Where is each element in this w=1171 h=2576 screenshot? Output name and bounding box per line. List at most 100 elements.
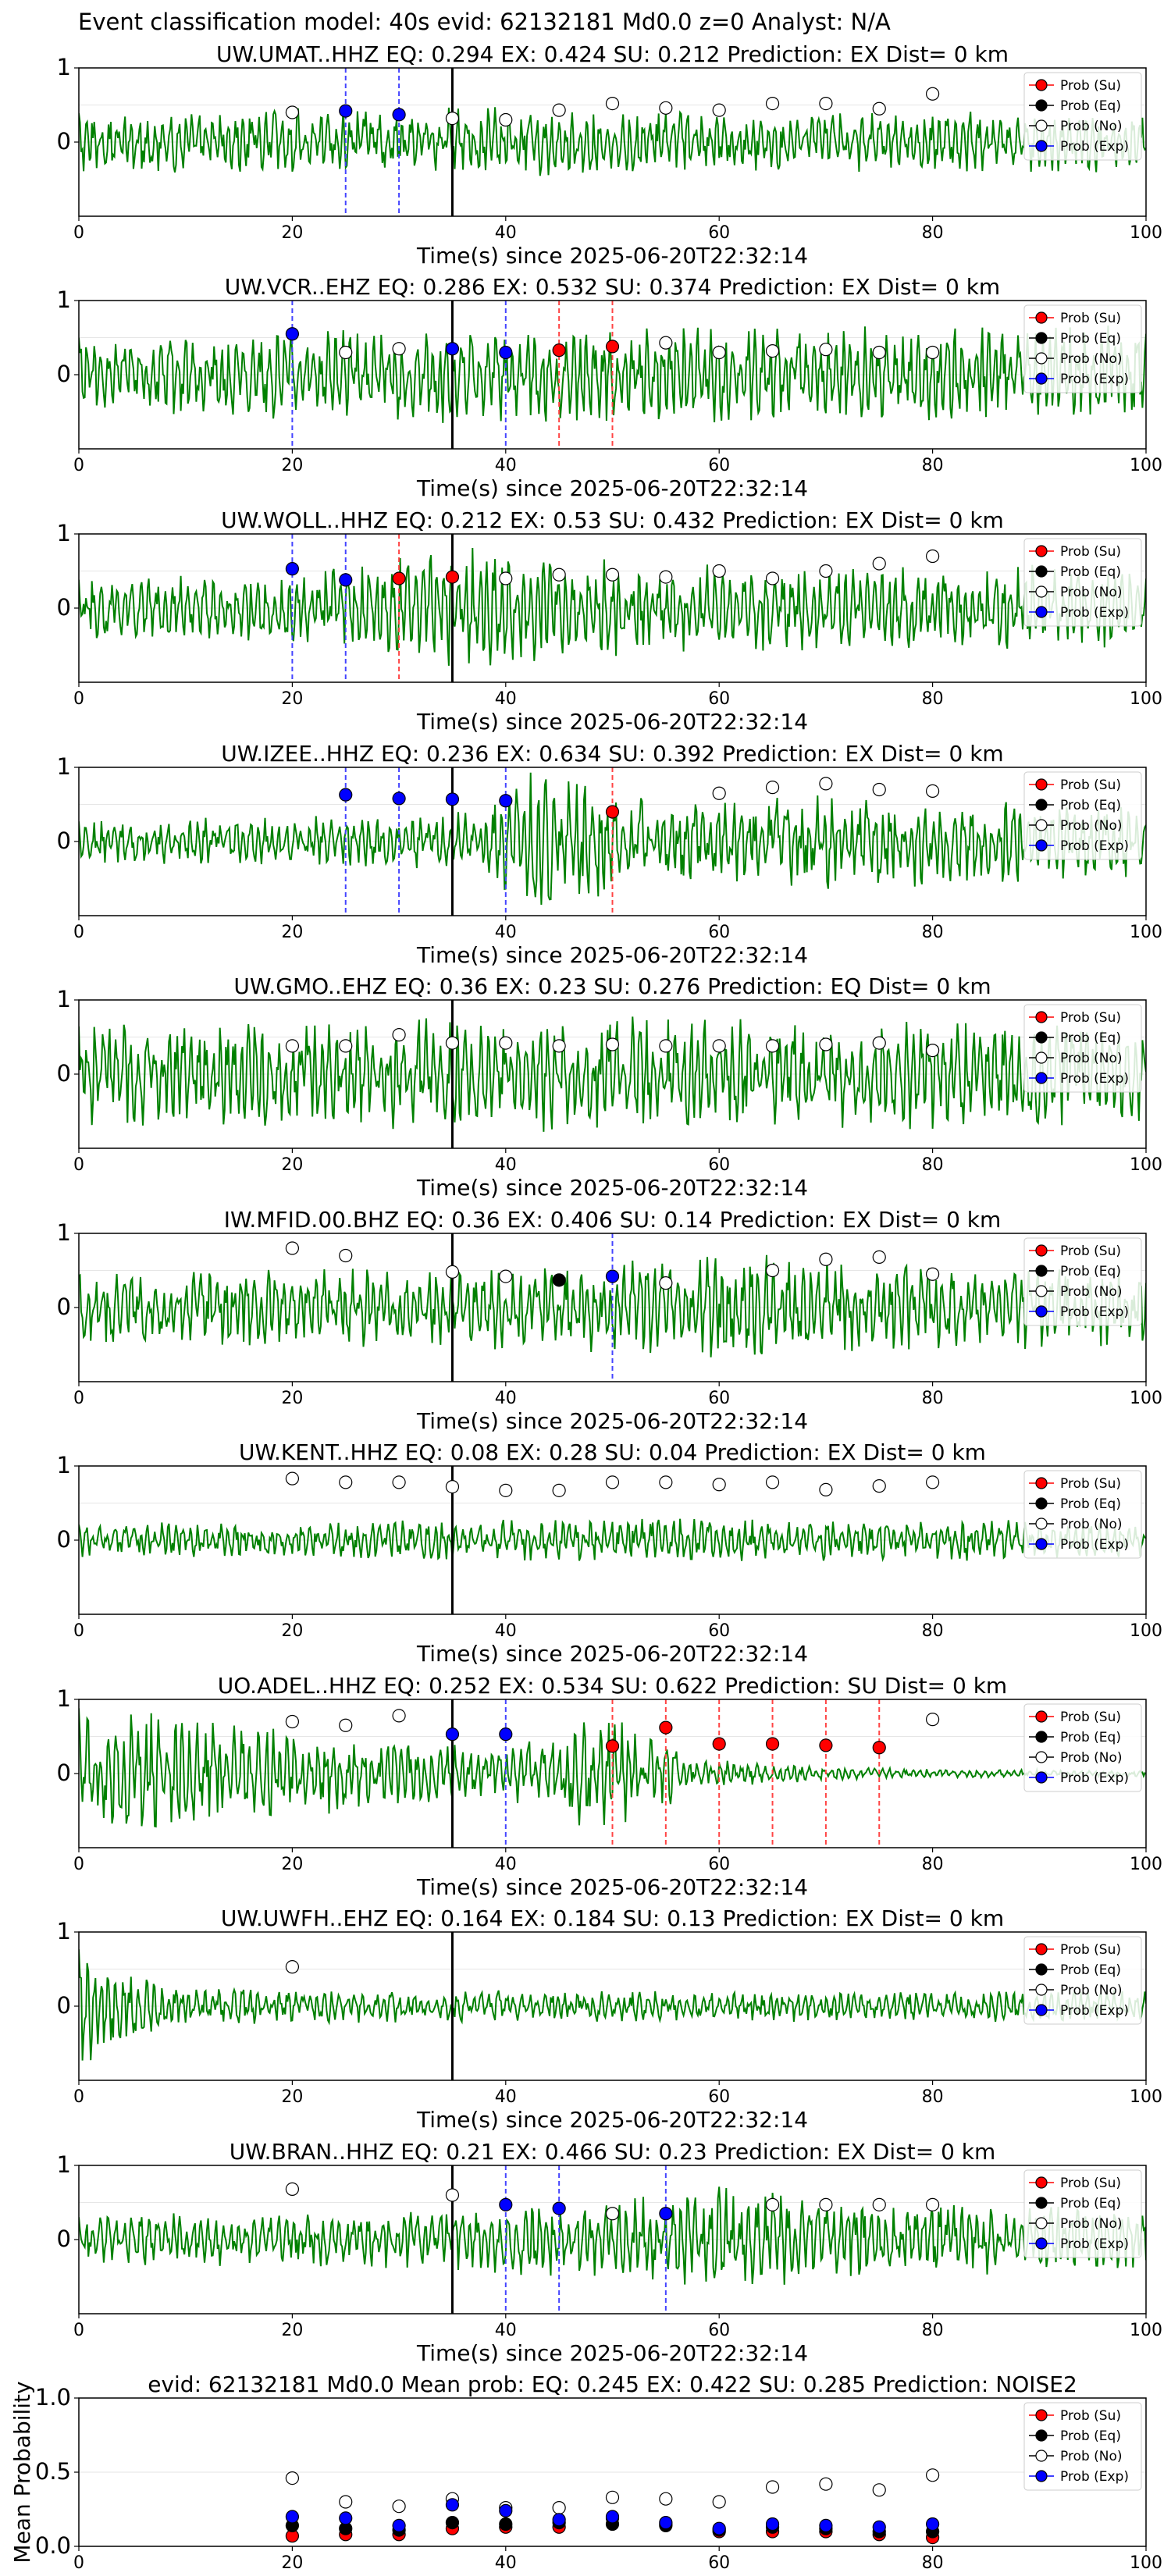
x-tick-label: 80 [922,2321,944,2340]
x-tick-label: 80 [922,923,944,942]
waveform-trace [79,1254,1146,1357]
legend-label: Prob (Su) [1060,1244,1121,1259]
prob-marker-exp [605,1269,620,1283]
legend-marker [1035,140,1048,152]
legend-box [1023,2402,1142,2491]
legend-label: Prob (No) [1060,1983,1123,1998]
legend-label: Prob (No) [1060,1750,1123,1766]
legend-marker [1035,2409,1048,2421]
legend-label: Prob (No) [1060,2216,1123,2232]
prob-marker-exp [552,2201,566,2215]
legend-label: Prob (Su) [1060,544,1121,560]
x-tick-label: 20 [281,223,303,243]
prob-marker-no [499,1036,513,1050]
y-tick-label: 1 [57,520,71,546]
legend-marker [1035,606,1048,618]
legend-marker [1035,799,1048,811]
legend-marker [1035,2450,1048,2462]
prob-marker-no [285,105,299,119]
legend-marker [1035,1477,1048,1489]
legend-marker [1035,819,1048,831]
prob-marker-no [925,1475,940,1489]
x-tick-label: 0 [73,689,84,709]
prob-marker-no [872,782,886,797]
prob-marker-no [499,1483,513,1497]
prob-marker-exp [445,792,460,806]
x-tick-label: 20 [281,2087,303,2107]
legend-label: Prob (No) [1060,818,1123,834]
y-tick-label: 0.0 [35,2532,71,2559]
prob-marker-no [712,1039,726,1053]
mean-prob-marker [712,2495,726,2509]
prob-marker-no [499,1269,513,1283]
x-tick-label: 40 [495,1155,517,1175]
legend-marker [1035,1031,1048,1044]
prob-marker-su [552,343,566,358]
x-tick-label: 0 [73,923,84,942]
legend-marker [1035,1710,1048,1723]
x-axis-label: Time(s) since 2025-06-20T22:32:14 [416,2107,808,2133]
y-tick-label: 1 [57,1918,71,1944]
prob-marker-no [872,345,886,360]
x-tick-label: 80 [922,1155,944,1175]
prob-marker-no [392,342,406,356]
prob-marker-exp [339,104,353,118]
prob-marker-su [445,570,460,584]
x-tick-label: 60 [708,2553,730,2573]
plot-area [79,767,1146,916]
x-tick-label: 60 [708,1389,730,1408]
x-axis-label: Time(s) since 2025-06-20T22:32:14 [416,1408,808,1434]
y-tick-label: 1 [57,1452,71,1478]
legend-label: Prob (No) [1060,1051,1123,1066]
prob-marker-no [765,97,780,111]
legend-marker [1035,1305,1048,1318]
prob-marker-no [925,345,940,360]
x-tick-label: 100 [1130,923,1162,942]
prob-marker-no [392,1709,406,1723]
prob-marker-no [499,571,513,585]
prob-marker-no [499,112,513,127]
legend-label: Prob (Eq) [1060,1264,1121,1279]
plot-area [79,301,1146,449]
prob-marker-no [285,1471,299,1485]
x-tick-label: 20 [281,2553,303,2573]
prob-marker-su [659,1720,673,1735]
x-tick-label: 100 [1130,2553,1162,2573]
legend-box [1023,1237,1142,1326]
x-tick-label: 80 [922,1855,944,1874]
legend-marker [1035,1771,1048,1784]
legend-marker [1035,332,1048,344]
prob-marker-exp [285,562,299,576]
x-tick-label: 40 [495,689,517,709]
legend-label: Prob (Su) [1060,1010,1121,1026]
x-tick-label: 60 [708,223,730,243]
prob-marker-no [285,1039,299,1053]
y-tick-label: 0 [57,2226,71,2252]
legend: Prob (Su) Prob (Eq) Prob (No) Prob (Exp) [1023,2402,1142,2491]
prob-marker-no [925,549,940,564]
x-tick-label: 0 [73,1621,84,1641]
prob-marker-no [819,97,833,111]
legend-label: Prob (Su) [1060,1710,1121,1725]
panel-title: UO.ADEL..HHZ EQ: 0.252 EX: 0.534 SU: 0.6… [218,1673,1007,1699]
prob-marker-exp [392,108,406,122]
legend-label: Prob (Su) [1060,777,1121,793]
y-tick-label: 1 [57,1685,71,1712]
x-tick-label: 20 [281,2321,303,2340]
legend-label: Prob (Eq) [1060,1962,1121,1978]
prob-marker-no [552,1039,566,1053]
legend-marker [1035,1538,1048,1550]
prob-marker-no [552,568,566,582]
prob-marker-no [765,781,780,795]
plot-area [79,2165,1146,2314]
prob-marker-exp [445,342,460,356]
legend-label: Prob (Su) [1060,311,1121,326]
legend-label: Prob (Su) [1060,1942,1121,1958]
prob-marker-no [872,1036,886,1050]
prob-marker-no [765,344,780,358]
x-tick-label: 80 [922,1621,944,1641]
legend-label: Prob (Exp) [1060,1071,1129,1087]
legend-label: Prob (Eq) [1060,798,1121,813]
x-tick-label: 60 [708,689,730,709]
